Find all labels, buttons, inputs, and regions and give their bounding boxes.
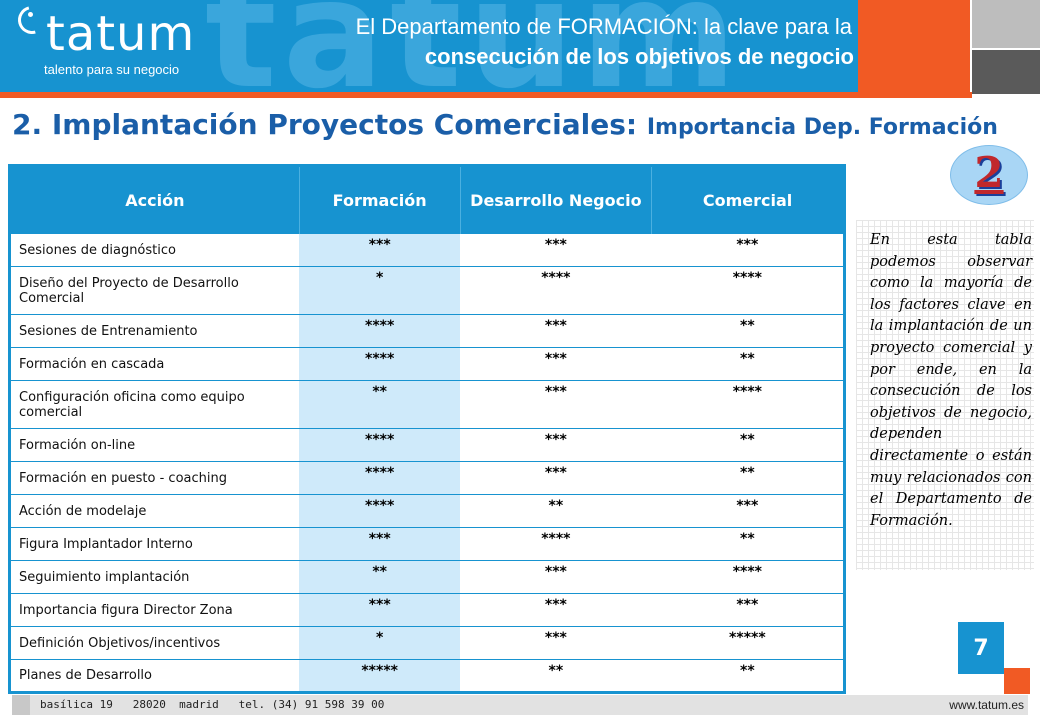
corner-orange-square	[1004, 668, 1030, 694]
cell-comercial: ****	[651, 380, 845, 429]
cell-desarrollo-negocio: **	[460, 659, 652, 693]
header-desarrollo-negocio: Desarrollo Negocio	[460, 165, 653, 234]
header-comercial: Comercial	[651, 165, 845, 234]
cell-formacion: ****	[299, 314, 461, 348]
table-row: Planes de Desarrollo ***** ** **	[9, 659, 845, 693]
footer-address: basílica 19 28020 madrid tel. (34) 91 59…	[40, 698, 385, 711]
header-title-line1: El Departamento de FORMACIÓN: la clave p…	[355, 14, 852, 39]
table-row: Acción de modelaje **** ** ***	[9, 494, 845, 528]
table-row: Formación on-line **** *** **	[9, 428, 845, 462]
cell-desarrollo-negocio: ***	[460, 626, 652, 660]
table-row: Seguimiento implantación ** *** ****	[9, 560, 845, 594]
cell-desarrollo-negocio: ***	[460, 233, 652, 267]
table-body: Sesiones de diagnóstico *** *** *** Diseño d…	[9, 233, 845, 693]
cell-accion: Planes de Desarrollo	[9, 659, 300, 693]
cell-formacion: *	[299, 266, 461, 315]
cell-formacion: *	[299, 626, 461, 660]
page-number: 7	[958, 622, 1004, 674]
actions-table: Acción Formación Desarrollo Negocio Come…	[8, 164, 846, 694]
cell-accion: Sesiones de Entrenamiento	[9, 314, 300, 348]
footer-website: www.tatum.es	[949, 698, 1024, 712]
cell-comercial: ****	[651, 560, 845, 594]
table-row: Formación en puesto - coaching **** *** **	[9, 461, 845, 495]
cell-desarrollo-negocio: ***	[460, 314, 652, 348]
cell-comercial: **	[651, 659, 845, 693]
table-row: Sesiones de Entrenamiento **** *** **	[9, 314, 845, 348]
cell-accion: Configuración oficina como equipo comerc…	[9, 380, 300, 429]
cell-desarrollo-negocio: ****	[460, 266, 652, 315]
cell-formacion: *****	[299, 659, 461, 693]
logo-tagline: talento para su negocio	[44, 62, 180, 77]
header-formacion: Formación	[299, 165, 461, 234]
table-row: Definición Objetivos/incentivos * *** *****	[9, 626, 845, 660]
cell-accion: Formación on-line	[9, 428, 300, 462]
cell-formacion: **	[299, 380, 461, 429]
footer-square	[12, 695, 30, 715]
cell-accion: Formación en puesto - coaching	[9, 461, 300, 495]
table-row: Formación en cascada **** *** **	[9, 347, 845, 381]
table-row: Importancia figura Director Zona *** *** **…	[9, 593, 845, 627]
table-header-row: Acción Formación Desarrollo Negocio Come…	[9, 165, 845, 234]
cell-accion: Sesiones de diagnóstico	[9, 233, 300, 267]
cell-formacion: ***	[299, 593, 461, 627]
slide-number-badge: 2	[950, 145, 1028, 205]
table-row: Diseño del Proyecto de Desarrollo Comerc…	[9, 266, 845, 315]
note-text: En esta tabla podemos observar como la m…	[870, 232, 1032, 529]
header-accion: Acción	[9, 165, 300, 234]
cell-desarrollo-negocio: ***	[460, 347, 652, 381]
cell-accion: Figura Implantador Interno	[9, 527, 300, 561]
corner-block-orange	[858, 0, 970, 92]
cell-desarrollo-negocio: ***	[460, 461, 652, 495]
cell-comercial: **	[651, 347, 845, 381]
cell-accion: Importancia figura Director Zona	[9, 593, 300, 627]
cell-formacion: ***	[299, 527, 461, 561]
cell-desarrollo-negocio: ***	[460, 380, 652, 429]
cell-formacion: ***	[299, 233, 461, 267]
cell-comercial: **	[651, 314, 845, 348]
cell-comercial: ****	[651, 266, 845, 315]
cell-formacion: ****	[299, 347, 461, 381]
cell-comercial: ***	[651, 593, 845, 627]
table-row: Sesiones de diagnóstico *** *** ***	[9, 233, 845, 267]
badge-number: 2	[974, 148, 1004, 197]
note-background	[856, 220, 1034, 570]
cell-desarrollo-negocio: ***	[460, 593, 652, 627]
cell-comercial: **	[651, 461, 845, 495]
logo-dot-icon	[28, 12, 33, 17]
cell-accion: Acción de modelaje	[9, 494, 300, 528]
cell-comercial: ***	[651, 494, 845, 528]
cell-accion: Seguimiento implantación	[9, 560, 300, 594]
cell-desarrollo-negocio: ***	[460, 560, 652, 594]
cell-formacion: ****	[299, 461, 461, 495]
cell-accion: Formación en cascada	[9, 347, 300, 381]
corner-block-lightgray	[970, 0, 1040, 48]
cell-comercial: *****	[651, 626, 845, 660]
table-row: Configuración oficina como equipo comerc…	[9, 380, 845, 429]
header-title-line2: consecución de los objetivos de negocio	[424, 44, 854, 69]
cell-comercial: **	[651, 527, 845, 561]
cell-comercial: ***	[651, 233, 845, 267]
cell-formacion: **	[299, 560, 461, 594]
cell-formacion: ****	[299, 428, 461, 462]
page-heading-main: 2. Implantación Proyectos Comerciales:	[12, 108, 638, 141]
cell-formacion: ****	[299, 494, 461, 528]
logo-wordmark: tatum	[46, 6, 196, 62]
cell-accion: Diseño del Proyecto de Desarrollo Comerc…	[9, 266, 300, 315]
cell-desarrollo-negocio: ****	[460, 527, 652, 561]
page-heading-sub: Importancia Dep. Formación	[646, 115, 998, 140]
brand-watermark: tatum	[205, 0, 743, 92]
cell-comercial: **	[651, 428, 845, 462]
footer-bar	[12, 695, 1028, 715]
header-orange-strip	[0, 92, 972, 98]
cell-desarrollo-negocio: ***	[460, 428, 652, 462]
table-row: Figura Implantador Interno *** **** **	[9, 527, 845, 561]
header-band: tatum tatum talento para su negocio El D…	[0, 0, 858, 92]
cell-accion: Definición Objetivos/incentivos	[9, 626, 300, 660]
cell-desarrollo-negocio: **	[460, 494, 652, 528]
page-heading: 2. Implantación Proyectos Comerciales: I…	[12, 108, 998, 141]
corner-block-darkgray	[970, 48, 1040, 94]
